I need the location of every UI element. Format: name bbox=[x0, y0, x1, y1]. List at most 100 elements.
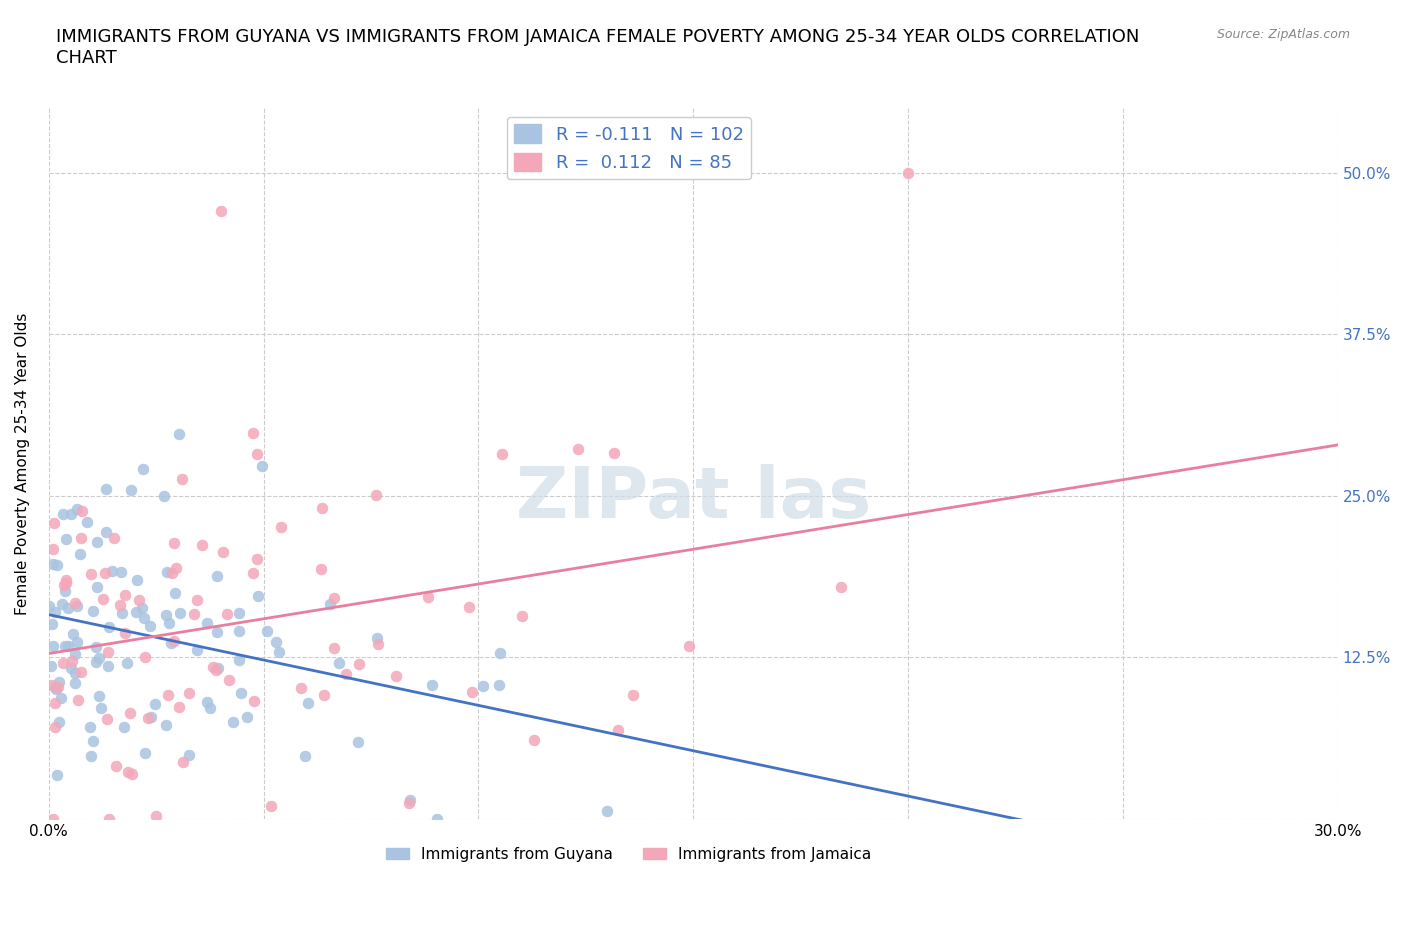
Point bbox=[86, 535, 108, 550]
Point bbox=[66, 599, 89, 614]
Point bbox=[510, 608, 533, 623]
Point bbox=[42, 541, 65, 556]
Point bbox=[243, 694, 266, 709]
Point bbox=[322, 591, 344, 605]
Point bbox=[42, 639, 65, 654]
Point bbox=[82, 604, 104, 618]
Point bbox=[607, 722, 630, 737]
Point bbox=[94, 482, 117, 497]
Point bbox=[215, 606, 238, 621]
Point bbox=[48, 715, 70, 730]
Point bbox=[66, 693, 89, 708]
Point bbox=[457, 600, 479, 615]
Point bbox=[90, 701, 112, 716]
Point bbox=[131, 600, 153, 615]
Point bbox=[97, 659, 120, 674]
Point bbox=[167, 426, 190, 441]
Point bbox=[294, 749, 316, 764]
Point bbox=[70, 530, 93, 545]
Point bbox=[228, 605, 250, 620]
Point bbox=[228, 623, 250, 638]
Point bbox=[120, 483, 142, 498]
Point bbox=[209, 204, 232, 219]
Point bbox=[112, 720, 135, 735]
Point bbox=[488, 678, 510, 693]
Point bbox=[678, 639, 700, 654]
Point bbox=[264, 634, 287, 649]
Point bbox=[44, 720, 66, 735]
Point bbox=[63, 595, 86, 610]
Text: ZIPat las: ZIPat las bbox=[516, 464, 870, 534]
Point bbox=[270, 520, 292, 535]
Point bbox=[426, 811, 449, 826]
Point bbox=[53, 583, 76, 598]
Point bbox=[139, 710, 162, 724]
Point bbox=[830, 579, 852, 594]
Point bbox=[52, 656, 75, 671]
Point bbox=[44, 679, 66, 694]
Point bbox=[167, 700, 190, 715]
Point bbox=[63, 647, 86, 662]
Point bbox=[160, 565, 183, 580]
Point bbox=[335, 667, 357, 682]
Point bbox=[367, 636, 389, 651]
Point bbox=[420, 677, 443, 692]
Point bbox=[111, 605, 134, 620]
Point bbox=[101, 564, 124, 578]
Point bbox=[218, 672, 240, 687]
Point bbox=[236, 710, 259, 724]
Point bbox=[157, 687, 180, 702]
Point bbox=[60, 653, 83, 668]
Point bbox=[145, 808, 167, 823]
Point bbox=[45, 682, 67, 697]
Point bbox=[46, 680, 69, 695]
Point bbox=[198, 700, 221, 715]
Point bbox=[347, 735, 370, 750]
Point bbox=[38, 598, 60, 613]
Point bbox=[191, 538, 214, 552]
Point bbox=[42, 515, 65, 530]
Point bbox=[242, 425, 264, 440]
Point bbox=[44, 604, 66, 619]
Point bbox=[84, 655, 107, 670]
Point bbox=[114, 587, 136, 602]
Point bbox=[157, 616, 180, 631]
Point bbox=[172, 472, 194, 486]
Point bbox=[103, 531, 125, 546]
Point bbox=[56, 639, 79, 654]
Point bbox=[97, 811, 120, 826]
Point bbox=[86, 579, 108, 594]
Point bbox=[205, 625, 228, 640]
Point bbox=[489, 645, 512, 660]
Point bbox=[201, 659, 224, 674]
Point bbox=[134, 649, 156, 664]
Point bbox=[59, 661, 82, 676]
Point bbox=[121, 766, 143, 781]
Point bbox=[186, 593, 208, 608]
Text: IMMIGRANTS FROM GUYANA VS IMMIGRANTS FROM JAMAICA FEMALE POVERTY AMONG 25-34 YEA: IMMIGRANTS FROM GUYANA VS IMMIGRANTS FRO… bbox=[56, 28, 1140, 67]
Point bbox=[205, 663, 228, 678]
Point bbox=[110, 565, 132, 579]
Point bbox=[97, 644, 120, 659]
Point bbox=[82, 734, 104, 749]
Point bbox=[522, 733, 544, 748]
Point bbox=[63, 666, 86, 681]
Point bbox=[472, 678, 495, 693]
Point bbox=[69, 665, 91, 680]
Point bbox=[155, 607, 177, 622]
Point bbox=[366, 631, 388, 645]
Point bbox=[364, 487, 387, 502]
Point bbox=[46, 767, 69, 782]
Point bbox=[621, 688, 644, 703]
Point bbox=[212, 544, 235, 559]
Point bbox=[66, 634, 89, 649]
Point bbox=[89, 650, 111, 665]
Point bbox=[491, 446, 513, 461]
Point bbox=[256, 623, 278, 638]
Point bbox=[117, 765, 139, 780]
Point bbox=[69, 547, 91, 562]
Point bbox=[132, 610, 155, 625]
Point bbox=[323, 641, 346, 656]
Point bbox=[260, 798, 283, 813]
Point bbox=[66, 501, 89, 516]
